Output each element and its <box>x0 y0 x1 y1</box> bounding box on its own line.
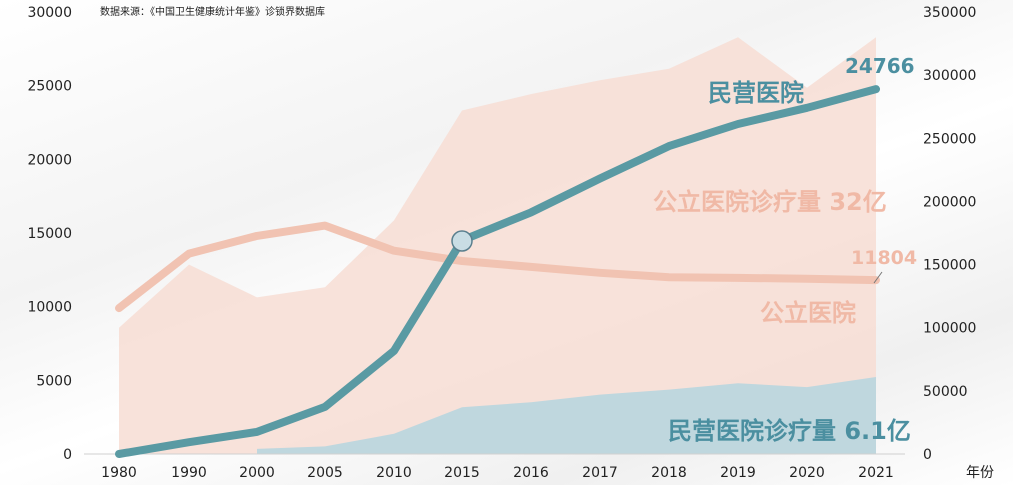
right-tick-label: 150000 <box>923 258 976 274</box>
label-layer: 数据来源：《中国卫生健康统计年鉴》诊锁界数据库 民营医院 24766 公立医院 … <box>100 5 994 481</box>
x-tick-label: 1990 <box>171 465 207 481</box>
x-tick-label: 2019 <box>720 465 756 481</box>
source-note: 数据来源：《中国卫生健康统计年鉴》诊锁界数据库 <box>100 5 325 18</box>
x-tick-label: 2000 <box>239 465 275 481</box>
x-tick-label: 2015 <box>444 465 480 481</box>
x-tick-label: 2021 <box>858 465 894 481</box>
public-hospital-label: 公立医院 <box>760 299 856 327</box>
left-tick-label: 5000 <box>36 373 72 389</box>
right-tick-label: 300000 <box>923 68 976 84</box>
private-hospital-label: 民营医院 <box>708 79 804 107</box>
right-tick-label: 200000 <box>923 194 976 210</box>
area-series-1 <box>257 377 876 454</box>
left-tick-label: 30000 <box>27 5 72 21</box>
right-tick-label: 50000 <box>923 384 968 400</box>
line-layer <box>115 85 883 458</box>
private-hospital-end-value: 24766 <box>845 54 915 78</box>
axis-layer: 0500010000150002000025000300000500001000… <box>27 5 976 481</box>
left-tick-label: 15000 <box>27 226 72 242</box>
private-hospital-line <box>115 85 880 458</box>
public-value-leader <box>873 271 883 284</box>
x-axis-label: 年份 <box>966 465 994 481</box>
left-tick-label: 0 <box>63 447 72 463</box>
x-tick-label: 2018 <box>651 465 687 481</box>
public-hospital-end-value: 11804 <box>851 247 917 269</box>
right-tick-label: 350000 <box>923 5 976 21</box>
right-tick-label: 0 <box>923 447 932 463</box>
public-hospital-line <box>115 221 880 313</box>
left-tick-label: 25000 <box>27 79 72 95</box>
private-volume-label: 民营医院诊疗量 6.1亿 <box>668 417 911 445</box>
x-tick-label: 1980 <box>101 465 137 481</box>
crossover-marker <box>451 230 473 252</box>
x-tick-label: 2016 <box>513 465 549 481</box>
x-tick-label: 2010 <box>376 465 412 481</box>
right-tick-label: 250000 <box>923 131 976 147</box>
left-tick-label: 20000 <box>27 152 72 168</box>
right-tick-label: 100000 <box>923 321 976 337</box>
x-tick-label: 2005 <box>307 465 343 481</box>
left-tick-label: 10000 <box>27 300 72 316</box>
x-tick-label: 2020 <box>789 465 825 481</box>
x-tick-label: 2017 <box>582 465 618 481</box>
public-volume-label: 公立医院诊疗量 32亿 <box>653 188 887 216</box>
